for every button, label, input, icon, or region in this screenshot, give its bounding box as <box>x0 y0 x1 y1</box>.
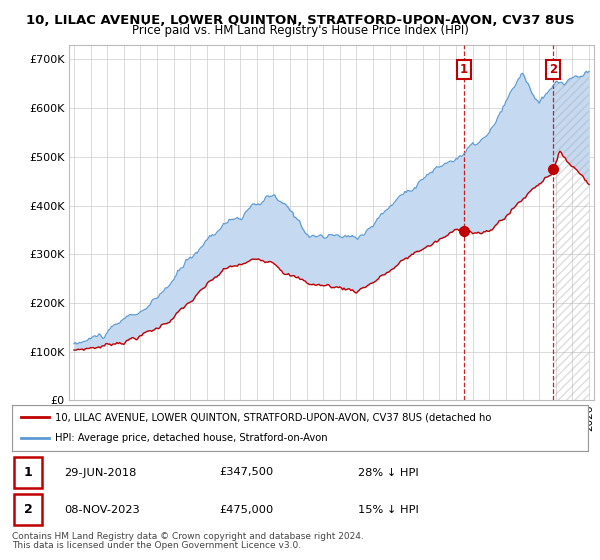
Text: 2: 2 <box>549 63 557 76</box>
Text: 08-NOV-2023: 08-NOV-2023 <box>64 505 140 515</box>
Text: £347,500: £347,500 <box>220 468 274 478</box>
Text: 10, LILAC AVENUE, LOWER QUINTON, STRATFORD-UPON-AVON, CV37 8US (detached ho: 10, LILAC AVENUE, LOWER QUINTON, STRATFO… <box>55 412 491 422</box>
Text: 2: 2 <box>24 503 32 516</box>
Text: 29-JUN-2018: 29-JUN-2018 <box>64 468 136 478</box>
Text: Contains HM Land Registry data © Crown copyright and database right 2024.: Contains HM Land Registry data © Crown c… <box>12 532 364 541</box>
Text: This data is licensed under the Open Government Licence v3.0.: This data is licensed under the Open Gov… <box>12 541 301 550</box>
Text: HPI: Average price, detached house, Stratford-on-Avon: HPI: Average price, detached house, Stra… <box>55 433 328 444</box>
Text: 10, LILAC AVENUE, LOWER QUINTON, STRATFORD-UPON-AVON, CV37 8US: 10, LILAC AVENUE, LOWER QUINTON, STRATFO… <box>26 14 574 27</box>
Bar <box>14 494 42 525</box>
Text: 28% ↓ HPI: 28% ↓ HPI <box>358 468 418 478</box>
Bar <box>14 458 42 488</box>
Text: 1: 1 <box>460 63 469 76</box>
Text: 1: 1 <box>24 466 32 479</box>
Text: 15% ↓ HPI: 15% ↓ HPI <box>358 505 418 515</box>
Text: Price paid vs. HM Land Registry's House Price Index (HPI): Price paid vs. HM Land Registry's House … <box>131 24 469 36</box>
Text: £475,000: £475,000 <box>220 505 274 515</box>
